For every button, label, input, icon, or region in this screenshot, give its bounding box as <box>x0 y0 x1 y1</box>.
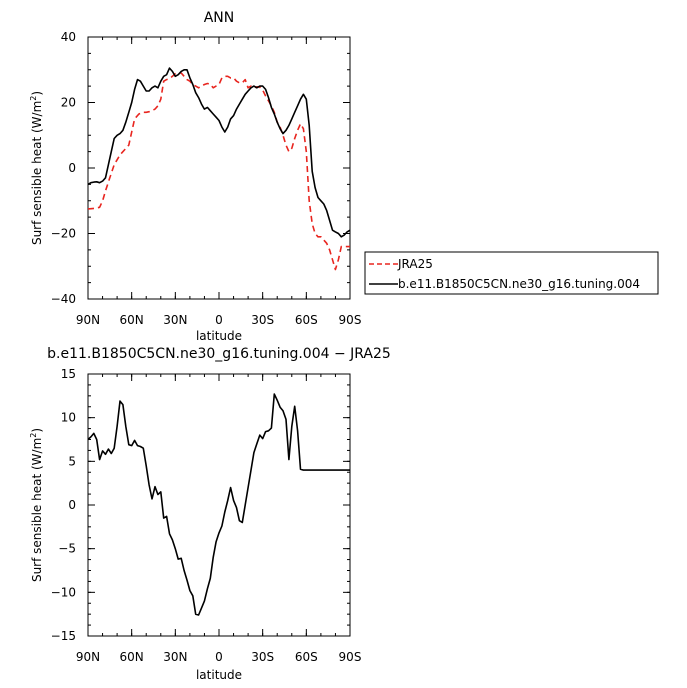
chart-top: ANN 40 20 0 −20 −40 90N 60N 30N 0 30S 60S 90S lati… <box>29 10 361 343</box>
chart-bottom-title: b.e11.B1850C5CN.ne30_g16.tuning.004 − JR… <box>47 346 391 362</box>
chart-bottom-y-tick-label: −15 <box>51 629 76 643</box>
chart-top-x-tick-label: 60N <box>120 313 144 327</box>
chart-bottom-y-label-main: Surf sensible heat (W/m <box>30 438 44 582</box>
chart-top-x-tick-label: 0 <box>215 313 223 327</box>
chart-bottom-y-tick-label: 0 <box>68 498 76 512</box>
chart-bottom-x-tick-label: 90S <box>339 650 362 664</box>
legend-label-model: b.e11.B1850C5CN.ne30_g16.tuning.004 <box>398 277 640 291</box>
chart-bottom-x-tick-label: 30N <box>163 650 187 664</box>
legend-box <box>364 251 659 295</box>
chart-top-title: ANN <box>204 10 235 26</box>
chart-top-x-tick-label: 30S <box>251 313 274 327</box>
chart-bottom-y-tick-label: −5 <box>58 542 76 556</box>
chart-top-x-ticks: 90N 60N 30N 0 30S 60S 90S <box>76 37 362 327</box>
chart-bottom-series <box>87 393 350 616</box>
chart-bottom-x-ticks: 90N 60N 30N 0 30S 60S 90S <box>76 374 362 664</box>
chart-bottom-x-tick-label: 0 <box>215 650 223 664</box>
chart-bottom-y-label: Surf sensible heat (W/m2) <box>29 428 44 582</box>
chart-bottom-y-tick-label: 10 <box>61 411 76 425</box>
chart-bottom-y-ticks: 15 10 5 0 −5 −10 −15 <box>51 367 350 643</box>
chart-bottom-series-line-1 <box>87 393 350 616</box>
chart-top-y-tick-label: 40 <box>61 30 76 44</box>
chart-bottom-x-tick-label: 60N <box>120 650 144 664</box>
chart-bottom: b.e11.B1850C5CN.ne30_g16.tuning.004 − JR… <box>29 346 391 682</box>
chart-bottom-plot-frame <box>87 373 351 637</box>
chart-bottom-y-tick-label: 15 <box>61 367 76 381</box>
legend-label-jra25: JRA25 <box>397 257 433 271</box>
chart-bottom-y-label-end: ) <box>30 428 44 433</box>
chart-top-series-line-2 <box>87 67 351 238</box>
chart-top-y-tick-label: 0 <box>68 161 76 175</box>
chart-top-x-label: latitude <box>196 329 242 343</box>
chart-top-y-label-sup: 2 <box>29 96 38 101</box>
chart-bottom-x-label: latitude <box>196 668 242 682</box>
legend: JRA25 b.e11.B1850C5CN.ne30_g16.tuning.00… <box>364 251 659 295</box>
chart-bottom-x-tick-label: 90N <box>76 650 100 664</box>
chart-bottom-x-tick-label: 60S <box>295 650 318 664</box>
chart-top-series-line-1 <box>87 72 350 271</box>
chart-top-x-tick-label: 60S <box>295 313 318 327</box>
chart-top-x-tick-label: 30N <box>163 313 187 327</box>
chart-top-series <box>87 67 351 271</box>
chart-top-y-tick-label: 20 <box>61 96 76 110</box>
chart-top-y-label: Surf sensible heat (W/m2) <box>29 91 44 245</box>
chart-top-y-tick-label: −20 <box>51 227 76 241</box>
chart-top-plot-frame <box>87 36 351 300</box>
chart-top-y-label-main: Surf sensible heat (W/m <box>30 101 44 245</box>
chart-bottom-y-label-sup: 2 <box>29 433 38 438</box>
chart-bottom-y-tick-label: 5 <box>68 454 76 468</box>
chart-top-y-label-end: ) <box>30 91 44 96</box>
chart-bottom-x-tick-label: 30S <box>251 650 274 664</box>
chart-top-y-tick-label: −40 <box>51 292 76 306</box>
chart-top-y-ticks: 40 20 0 −20 −40 <box>51 30 350 306</box>
chart-bottom-y-tick-label: −10 <box>51 585 76 599</box>
chart-top-x-tick-label: 90N <box>76 313 100 327</box>
chart-top-x-tick-label: 90S <box>339 313 362 327</box>
